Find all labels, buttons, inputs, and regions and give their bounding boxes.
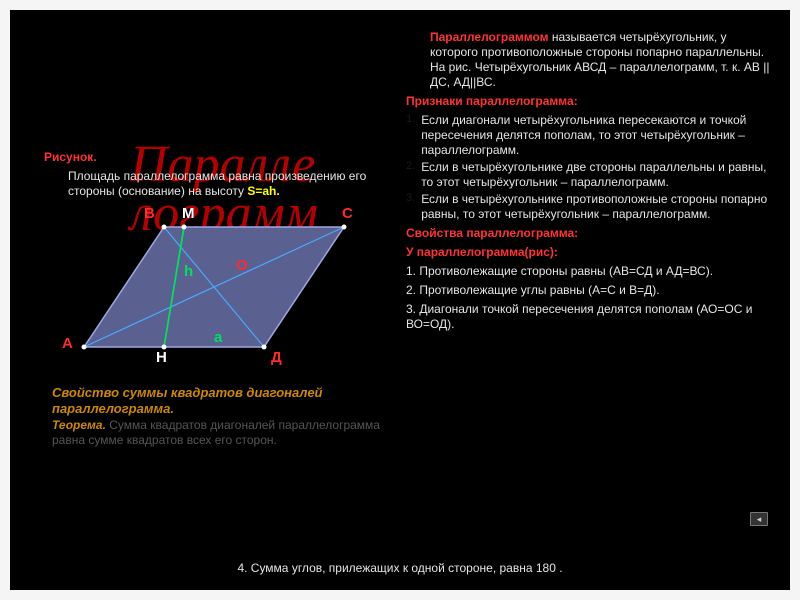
definition: Параллелограммом называется четырёхуголь… (406, 30, 770, 90)
prop-3: 3. Диагонали точкой пересечения делятся … (406, 302, 770, 332)
vertex-M: М (182, 205, 195, 222)
prop-2: 2. Противолежащие углы равны (А=С и В=Д)… (406, 283, 770, 298)
prop-1: 1. Противолежащие стороны равны (АВ=СД и… (406, 264, 770, 279)
vertex-O: О (236, 257, 248, 274)
figure-svg (44, 207, 354, 377)
right-column: Параллелограммом называется четырёхуголь… (400, 10, 790, 590)
label-h: h (184, 263, 193, 280)
area-text: Площадь параллелограмма равна произведен… (44, 169, 388, 199)
sign-2: 2.Если в четырёхугольнике две стороны па… (406, 160, 770, 190)
theorem-heading: Свойство суммы квадратов диагоналей пара… (44, 385, 388, 418)
sign-1: 1.Если диагонали четырёхугольника пересе… (406, 113, 770, 158)
picture-label: Рисунок. (44, 150, 388, 165)
signs-header: Признаки параллелограмма: (406, 94, 770, 109)
label-a: а (214, 329, 222, 346)
vertex-D: Д (271, 349, 282, 366)
sign-3: 3.Если в четырёхугольнике противоположны… (406, 192, 770, 222)
vertex-B: В (144, 205, 155, 222)
props-header: Свойства параллелограмма: (406, 226, 770, 241)
vertex-H: Н (156, 349, 167, 366)
slide: Паралле лограмм Рисунок. Площадь паралле… (10, 10, 790, 590)
vertex-C: С (342, 205, 353, 222)
area-formula: S=аh. (247, 184, 279, 198)
props-sub: У параллелограмма(рис): (406, 245, 770, 260)
theorem-body: Теорема. Сумма квадратов диагоналей пара… (44, 418, 388, 448)
vertex-A: А (62, 335, 73, 352)
parallelogram-figure: В М С А Д Н О h а (44, 207, 354, 377)
left-column: Рисунок. Площадь параллелограмма равна п… (10, 10, 400, 590)
